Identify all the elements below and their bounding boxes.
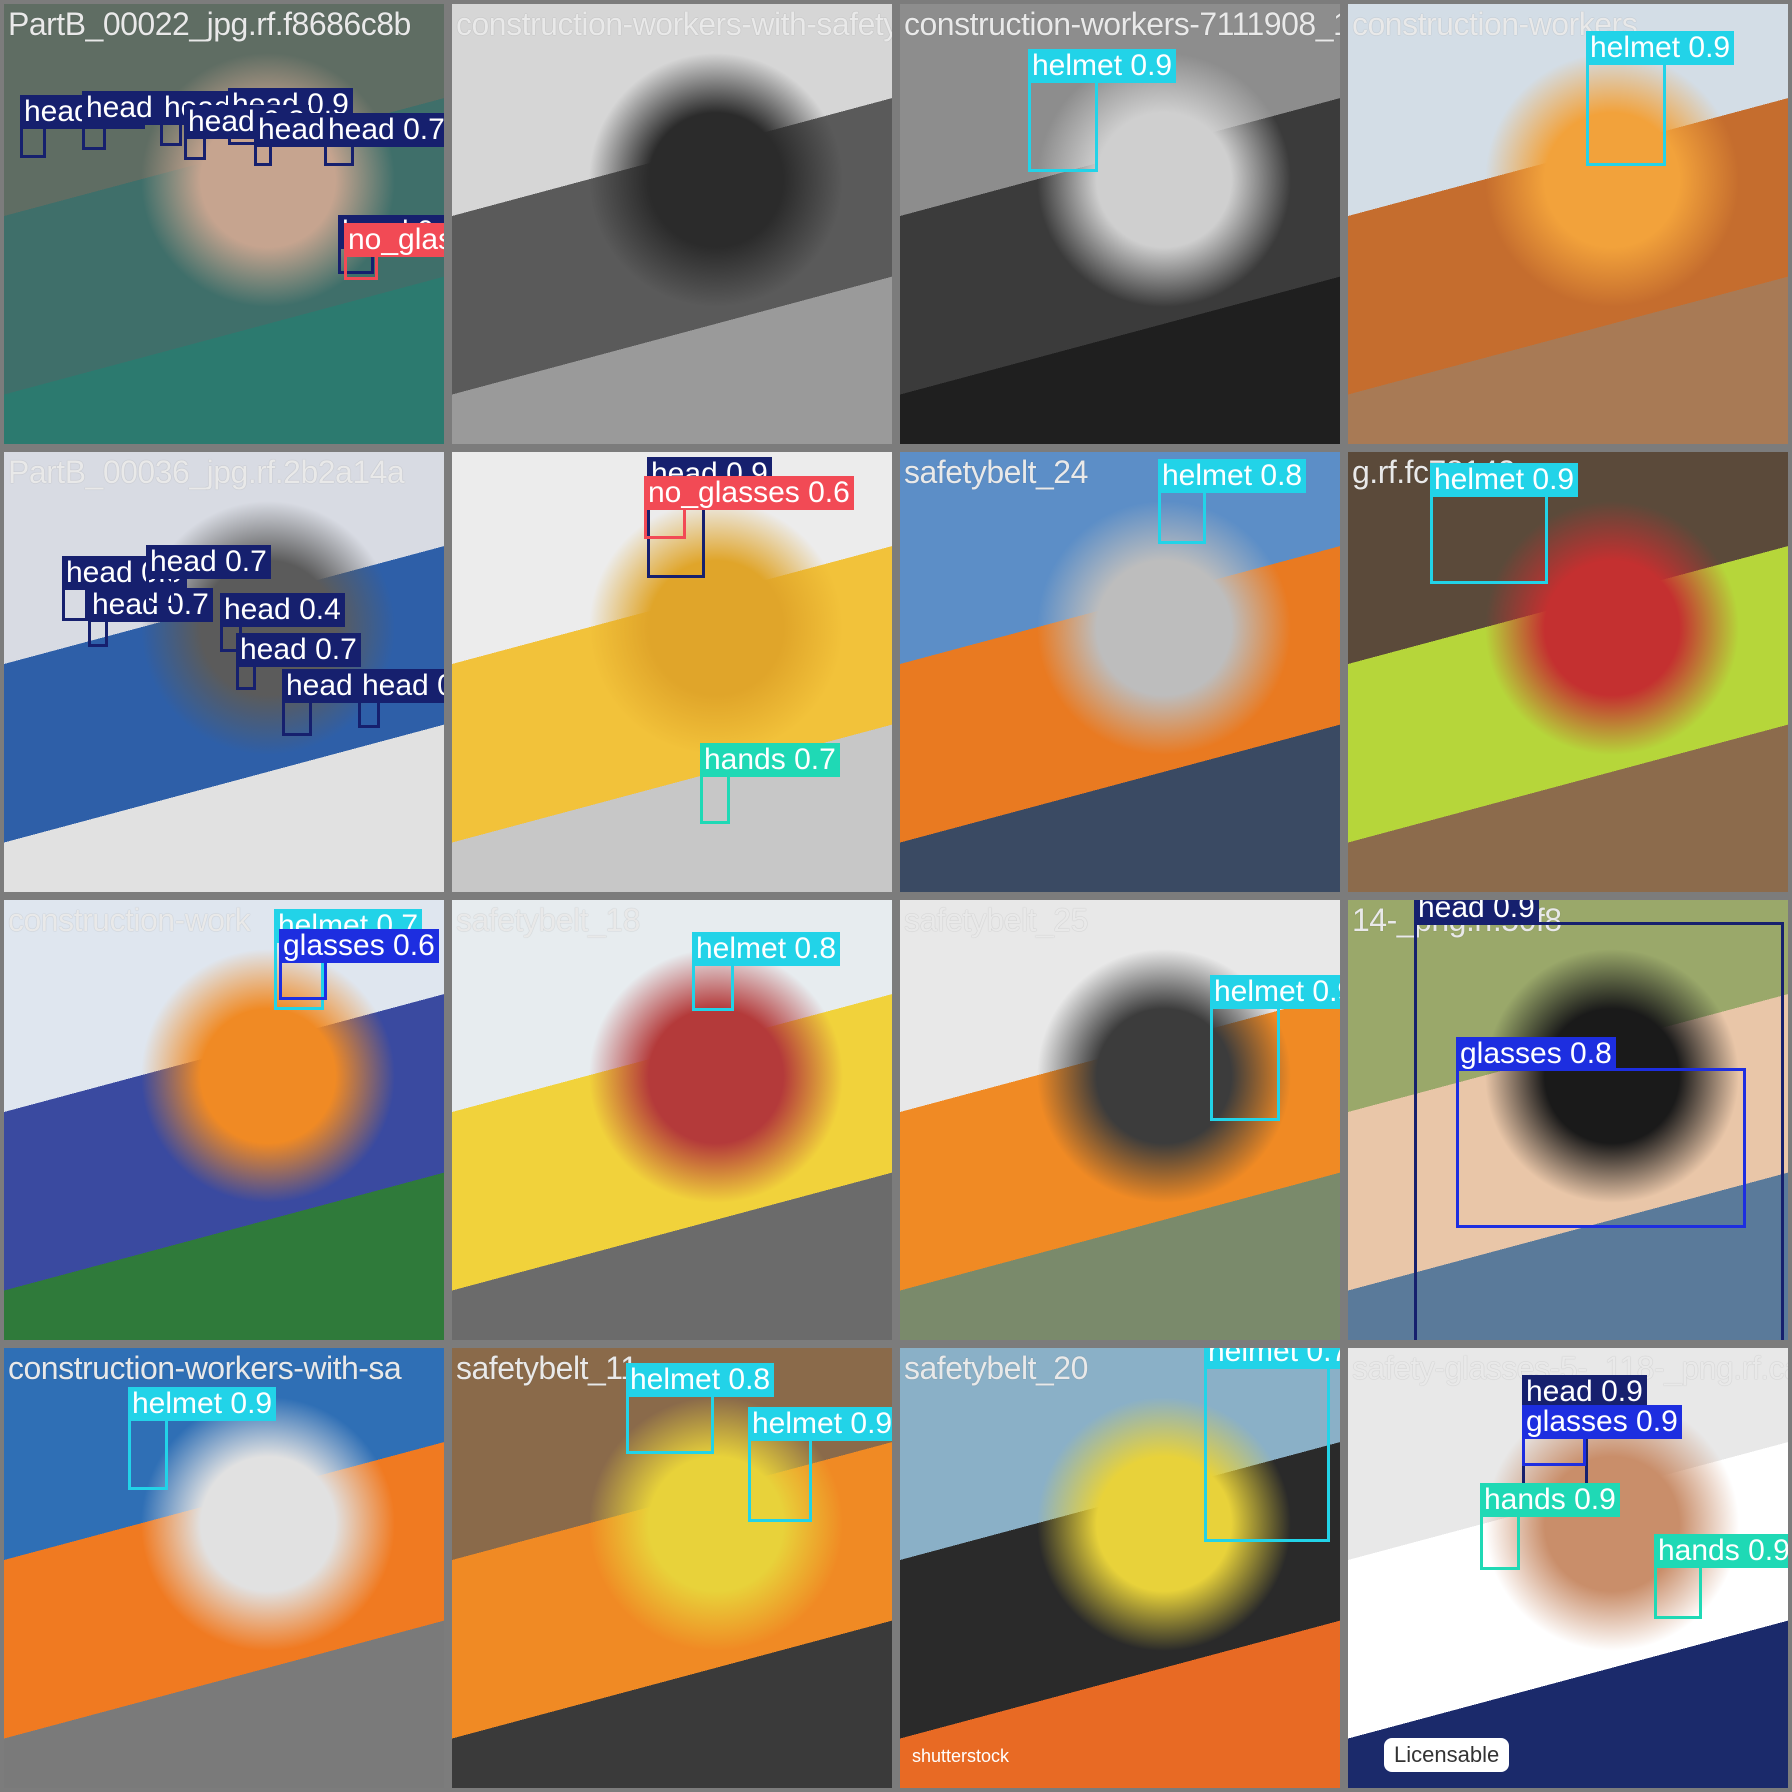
detection-label: helmet 0.9 (1430, 463, 1579, 497)
helmet-detection-box: helmet 0.9 (1586, 31, 1735, 166)
mosaic-tile: g.rf.fc78143helmet 0.9 (1348, 452, 1788, 892)
tile-filename: PartB_00022_jpg.rf.f8686c8b (8, 6, 411, 42)
mosaic-tile: safetybelt_24 helmet 0.8 (900, 452, 1340, 892)
no_glasses-detection-box: no_glasses 0.6 (644, 476, 854, 539)
detection-label: head 0.7 (146, 545, 271, 579)
head-detection-box: head 0.7 (88, 588, 213, 647)
detection-label: head 0.7 (324, 113, 444, 147)
detection-label: hands 0.9 (1480, 1483, 1620, 1517)
head-detection-box: head 0.6 (20, 95, 145, 158)
detection-label: head 0.9 (1414, 900, 1539, 925)
tile-filename: safetybelt_20 (904, 1350, 1088, 1386)
tile-filename: PartB_00036_jpg.rf.2b2a14a (8, 454, 405, 490)
mosaic-tile: safetybelt_20 helmet 0.7 shutterstock (900, 1348, 1340, 1788)
tile-photo (900, 1348, 1340, 1788)
helmet-detection-box: helmet 0.8 (692, 932, 841, 1011)
glasses-detection-box: glasses 0.6 (279, 929, 439, 1000)
detection-label: helmet 0.9 (748, 1407, 892, 1441)
mosaic-tile: safety-glasses-5-_118-_png.rf.ca5 head 0.… (1348, 1348, 1788, 1788)
detection-label: glasses 0.6 (279, 929, 439, 963)
detection-label: helmet 0.9 (1028, 49, 1177, 83)
tile-filename: safetybelt_11 (456, 1350, 638, 1386)
helmet-detection-box: helmet 0.9 (128, 1387, 277, 1490)
glasses-detection-box: glasses 0.9 (1522, 1405, 1682, 1466)
detection-label: helmet 0.9 (1210, 975, 1340, 1009)
tile-photo (4, 1348, 444, 1788)
tile-photo (1348, 452, 1788, 892)
detection-label: no_glasses 0.6 (644, 476, 854, 510)
head-detection-box: head 0.7 (146, 545, 271, 606)
head-detection-box: head 0.8 (184, 105, 309, 160)
helmet-detection-box: helmet 0.8 (1158, 459, 1307, 544)
head-detection-box: head 0.9 (1414, 900, 1784, 1340)
helmet-detection-box: helmet 0.9 (748, 1407, 892, 1522)
tile-filename: safetybelt_24 (904, 454, 1088, 490)
detection-label: head 0.4 (220, 593, 345, 627)
tile-photo (4, 900, 444, 1340)
detection-label: head 0.7 (236, 633, 361, 667)
detection-label: helmet 0.7 (1204, 1348, 1340, 1369)
mosaic-tile: construction-workers-with-sa helmet 0.9 (4, 1348, 444, 1788)
tile-photo (1348, 4, 1788, 444)
tile-filename: construction-work (8, 902, 251, 938)
shutterstock-watermark: shutterstock (912, 1746, 1010, 1766)
detection-label: hands 0.9 (1654, 1534, 1788, 1568)
head-detection-box: head 0.7 (358, 669, 444, 728)
mosaic-tile: safetybelt_11 helmet 0.8 helmet 0.9 (452, 1348, 892, 1788)
helmet-detection-box: helmet 0.9 (1210, 975, 1340, 1121)
detection-label: no_glasses 0.8 (344, 223, 444, 257)
head-detection-box: head 0.6 (282, 669, 407, 736)
detection-label: head 0.8 (184, 105, 309, 139)
helmet-detection-box: helmet 0.9 (1430, 463, 1579, 584)
tile-photo (452, 900, 892, 1340)
tile-filename: construction-workers-with-sa (8, 1350, 402, 1386)
helmet-detection-box: helmet 0.7 (1204, 1348, 1340, 1542)
tile-filename: construction-workers-7111908_1280 (904, 6, 1340, 42)
tile-filename: safetybelt_18 (456, 902, 640, 938)
head-detection-box: head 0.7 (236, 633, 361, 690)
hands-detection-box: hands 0.9 (1654, 1534, 1788, 1619)
hands-detection-box: hands 0.9 (1480, 1483, 1620, 1570)
licensable-watermark: Licensable (1384, 1738, 1510, 1772)
tile-photo (452, 4, 892, 444)
head-detection-box: head 0.7 (324, 113, 444, 166)
tile-filename: construction-workers-with-safety (456, 6, 892, 42)
detection-label: helmet 0.9 (128, 1387, 277, 1421)
detection-label: hands 0.7 (700, 743, 840, 777)
hands-detection-box: hands 0.7 (700, 743, 840, 824)
detection-label: helmet 0.8 (1158, 459, 1307, 493)
head-detection-box: head 0.4 (220, 593, 345, 652)
helmet-detection-box: helmet 0.9 (1028, 49, 1177, 172)
detection-label: head 0.7 (358, 669, 444, 703)
head-detection-box: head 0.4 (254, 113, 379, 166)
tile-photo (1348, 900, 1788, 1340)
detection-label: helmet 0.8 (626, 1363, 775, 1397)
mosaic-tile: PartB_00036_jpg.rf.2b2a14a head 0.9 head 0… (4, 452, 444, 892)
mosaic-tile: construction-workers-with-safety (452, 4, 892, 444)
no_glasses-detection-box: no_glasses 0.8 (344, 223, 444, 280)
helmet-detection-box: helmet 0.8 (626, 1363, 775, 1454)
detection-label: head 0.9 (1522, 1375, 1647, 1409)
mosaic-tile: construction-work helmet 0.7 glasses 0.6 (4, 900, 444, 1340)
glasses-detection-box: glasses 0.8 (1456, 1037, 1746, 1228)
mosaic-tile: head 0.9 no_glasses 0.6 hands 0.7 (452, 452, 892, 892)
mosaic-tile: construction-workers helmet 0.9 (1348, 4, 1788, 444)
detection-label: helmet 0.8 (692, 932, 841, 966)
head-detection-box: head 0.8 (82, 91, 207, 150)
tile-filename: safetybelt_25 (904, 902, 1088, 938)
head-detection-box: head 0.8 (160, 91, 285, 146)
head-detection-box: head 0.9 (62, 556, 187, 621)
tile-photo (452, 452, 892, 892)
mosaic-tile: construction-workers-7111908_1280helmet … (900, 4, 1340, 444)
detection-label: glasses 0.8 (1456, 1037, 1616, 1071)
tile-photo (900, 452, 1340, 892)
detection-label: glasses 0.9 (1522, 1405, 1682, 1439)
detection-label: helmet 0.9 (1586, 31, 1735, 65)
